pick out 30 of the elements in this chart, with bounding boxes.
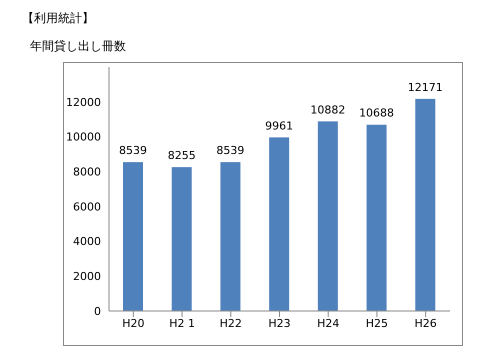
bar — [366, 124, 387, 311]
bar — [220, 162, 240, 311]
bar — [318, 121, 338, 311]
x-tick-label: H23 — [268, 316, 291, 330]
chart-title: 【利用統計】 — [22, 10, 94, 27]
x-tick-label: H20 — [122, 316, 144, 330]
bar — [269, 137, 290, 311]
data-label: 8255 — [168, 149, 196, 162]
chart-subtitle: 年間貸し出し冊数 — [30, 38, 126, 55]
y-tick-label: 10000 — [66, 130, 101, 144]
bar — [172, 167, 192, 311]
data-label: 10688 — [359, 106, 394, 120]
data-label: 10882 — [310, 103, 346, 116]
y-tick-label: 8000 — [73, 165, 101, 178]
data-label: 8539 — [119, 144, 147, 158]
x-tick-label: H25 — [366, 316, 388, 330]
y-tick-label: 6000 — [73, 200, 101, 214]
x-tick-label: H2 1 — [169, 316, 195, 330]
y-tick-label: 4000 — [73, 235, 101, 248]
bar — [415, 98, 436, 311]
x-tick-label: H24 — [317, 316, 340, 330]
y-tick-label: 0 — [94, 304, 101, 318]
y-tick-label: 12000 — [66, 96, 101, 109]
bar — [123, 162, 143, 311]
x-tick-label: H22 — [220, 316, 242, 330]
y-tick-label: 2000 — [73, 270, 101, 284]
data-label: 8539 — [216, 144, 244, 158]
data-label: 12171 — [408, 80, 443, 94]
data-label: 9961 — [265, 119, 294, 132]
x-tick-label: H26 — [414, 316, 437, 330]
